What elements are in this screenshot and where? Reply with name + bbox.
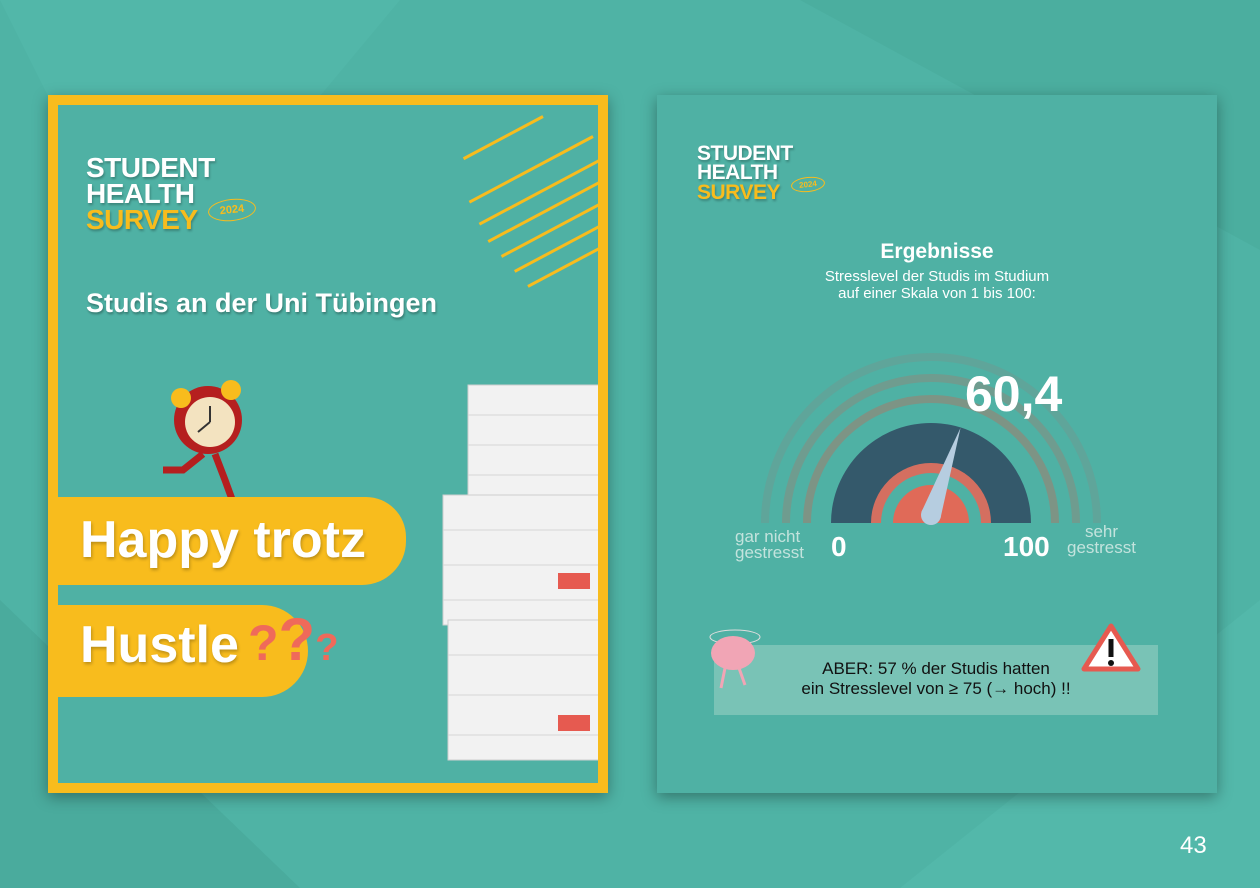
logo-line3: SURVEY (86, 203, 198, 235)
logo-line2: HEALTH (697, 161, 778, 185)
gauge-value: 60,4 (965, 366, 1063, 422)
page-number: 43 (1180, 832, 1207, 859)
subtitle: Studis an der Uni Tübingen (86, 288, 437, 318)
logo-line2: HEALTH (86, 177, 195, 209)
gauge-min-label: 0 (831, 531, 847, 562)
stress-gauge (761, 353, 1101, 525)
dizzy-brain-icon (709, 629, 761, 689)
survey-logo: STUDENT HEALTH SURVEY (697, 142, 793, 204)
running-clock-illustration (163, 380, 242, 504)
headline-banner-2 (58, 605, 308, 697)
cover-card: STUDENT HEALTH SURVEY 2024 Studis an der… (48, 95, 608, 793)
gauge-max-label: 100 (1003, 531, 1050, 562)
logo-line1: STUDENT (86, 152, 215, 183)
results-title: Ergebnisse (880, 240, 994, 263)
right-caption-line2: gestresst (1067, 538, 1136, 558)
left-caption-line1: gar nicht (735, 527, 801, 546)
callout-box: ABER: 57 % der Studis hatten ein Stressl… (714, 645, 1158, 715)
survey-logo: STUDENT HEALTH SURVEY (86, 152, 215, 235)
results-card: STUDENT HEALTH SURVEY 2024 Ergebnisse St… (657, 95, 1217, 793)
right-caption-line1: sehr (1084, 522, 1119, 541)
year-badge: 2024 (790, 175, 826, 194)
headline-line1: Happy trotz (80, 511, 366, 569)
logo-line3: SURVEY (697, 180, 780, 204)
left-caption-line2: gestresst (735, 543, 804, 563)
question-marks-icon: ??? (248, 606, 339, 673)
headline-line2: Hustle (80, 616, 239, 674)
description-line2: auf einer Skala von 1 bis 100: (838, 285, 1036, 302)
description-line1: Stresslevel der Studis im Studium (824, 268, 1050, 285)
warning-icon (1081, 623, 1141, 672)
gauge-needle (921, 427, 961, 519)
callout-line1: ABER: 57 % der Studis hatten (822, 659, 1050, 678)
callout-line2: ein Stresslevel von ≥ 75 (→ hoch) !! (801, 679, 1071, 699)
needle-hub (921, 505, 941, 525)
headline-banner-1 (58, 497, 406, 585)
logo-line1: STUDENT (697, 142, 793, 165)
paper-stack-illustration (442, 384, 598, 761)
